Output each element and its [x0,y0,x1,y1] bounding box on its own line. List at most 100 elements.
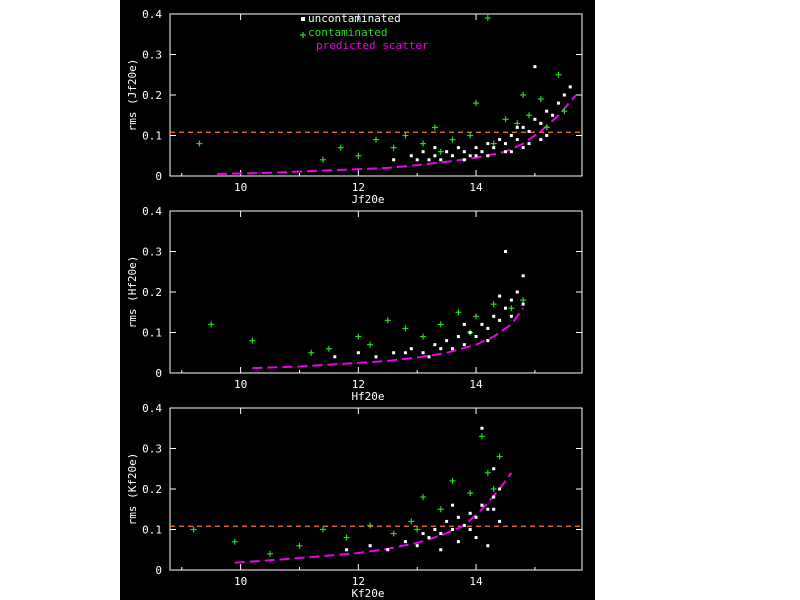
x-tick-label: 12 [352,575,365,588]
x-tick-label: 14 [469,575,483,588]
contaminated-point [231,538,238,545]
uncontaminated-point [333,355,337,359]
contaminated-point [384,317,391,324]
contaminated-point [449,136,456,143]
uncontaminated-point [503,142,507,146]
uncontaminated-point [451,528,455,531]
uncontaminated-point [451,154,455,158]
legend-label-3: predicted scatter [316,39,429,52]
uncontaminated-point [456,335,460,339]
uncontaminated-point [486,544,490,548]
predicted-scatter-line [252,307,524,370]
uncontaminated-point [492,495,496,499]
uncontaminated-point [421,150,425,154]
plot-frame [169,407,583,571]
uncontaminated-point [462,523,466,527]
uncontaminated-point [468,331,472,334]
uncontaminated-point [456,146,460,150]
y-tick-label: 0.1 [142,130,162,143]
uncontaminated-point [521,146,525,150]
contaminated-point [267,550,274,557]
legend-label-1: uncontaminated [308,12,401,25]
uncontaminated-point [392,351,396,355]
uncontaminated-point [403,540,407,544]
uncontaminated-point [439,347,443,351]
contaminated-point [402,325,409,332]
uncontaminated-point [498,487,502,491]
uncontaminated-point [439,548,443,552]
uncontaminated-point [415,158,419,162]
contaminated-point [408,518,415,525]
uncontaminated-point [456,540,460,544]
uncontaminated-point [462,343,466,347]
y-tick-label: 0.4 [142,205,162,218]
y-axis-label: rms (Kf20e) [126,453,139,526]
uncontaminated-point [533,65,537,69]
uncontaminated-point [492,314,496,318]
contaminated-point [520,297,527,304]
contaminated-point [320,156,327,163]
panel-1: 0 0.1 0.2 0.3 0.4 10 12 14 Jf20e rms (Jf20e) [126,8,583,206]
uncontaminated-point [539,121,543,125]
uncontaminated-point [403,351,407,355]
contaminated-point [478,433,485,440]
uncontaminated-point [356,351,360,355]
y-tick-label: 0.3 [142,49,162,62]
contaminated-point [437,148,444,155]
contaminated-point [473,100,480,107]
uncontaminated-point [462,150,466,154]
plot-frame [169,210,583,374]
y-tick-label: 0.1 [142,524,162,537]
uncontaminated-point [368,544,372,548]
contaminated-point [555,71,562,78]
uncontaminated-point [521,125,525,129]
uncontaminated-point [515,138,519,142]
legend-marker-uncontaminated [301,17,305,21]
contaminated-point [437,321,444,328]
uncontaminated-point [451,503,455,507]
x-tick-label: 14 [469,378,483,391]
uncontaminated-point [445,339,449,343]
uncontaminated-point [445,519,449,523]
uncontaminated-point [545,134,549,137]
contaminated-point [490,301,497,308]
uncontaminated-point [392,158,396,162]
uncontaminated-point [492,146,496,150]
uncontaminated-point [533,117,537,121]
uncontaminated-point [468,511,472,515]
x-tick-label: 14 [469,181,483,194]
uncontaminated-point [374,355,378,359]
contaminated-point [367,341,374,348]
uncontaminated-point [480,426,484,430]
contaminated-point [196,140,203,147]
uncontaminated-point [492,507,496,511]
y-tick-label: 0 [155,367,162,380]
y-tick-label: 0.2 [142,483,162,496]
uncontaminated-point [503,250,507,253]
uncontaminated-point [409,347,413,351]
uncontaminated-point [433,343,437,347]
contaminated-point [431,124,438,131]
y-tick-label: 0.4 [142,402,162,415]
uncontaminated-point [503,150,507,154]
contaminated-point [355,152,362,159]
contaminated-point [420,494,427,501]
contaminated-point [414,526,421,533]
uncontaminated-point [468,528,472,531]
uncontaminated-point [486,507,490,511]
y-tick-label: 0 [155,564,162,577]
contaminated-point [343,534,350,541]
legend-label-2: contaminated [308,26,387,39]
contaminated-point [514,120,521,127]
contaminated-point [373,136,379,143]
contaminated-point [484,15,491,22]
uncontaminated-point [562,93,566,97]
contaminated-point [490,140,497,147]
uncontaminated-point [451,347,455,351]
uncontaminated-point [503,306,507,310]
y-axis-label: rms (Jf20e) [126,59,139,132]
uncontaminated-point [545,109,549,113]
x-tick-label: 12 [352,378,365,391]
uncontaminated-point [486,142,490,146]
